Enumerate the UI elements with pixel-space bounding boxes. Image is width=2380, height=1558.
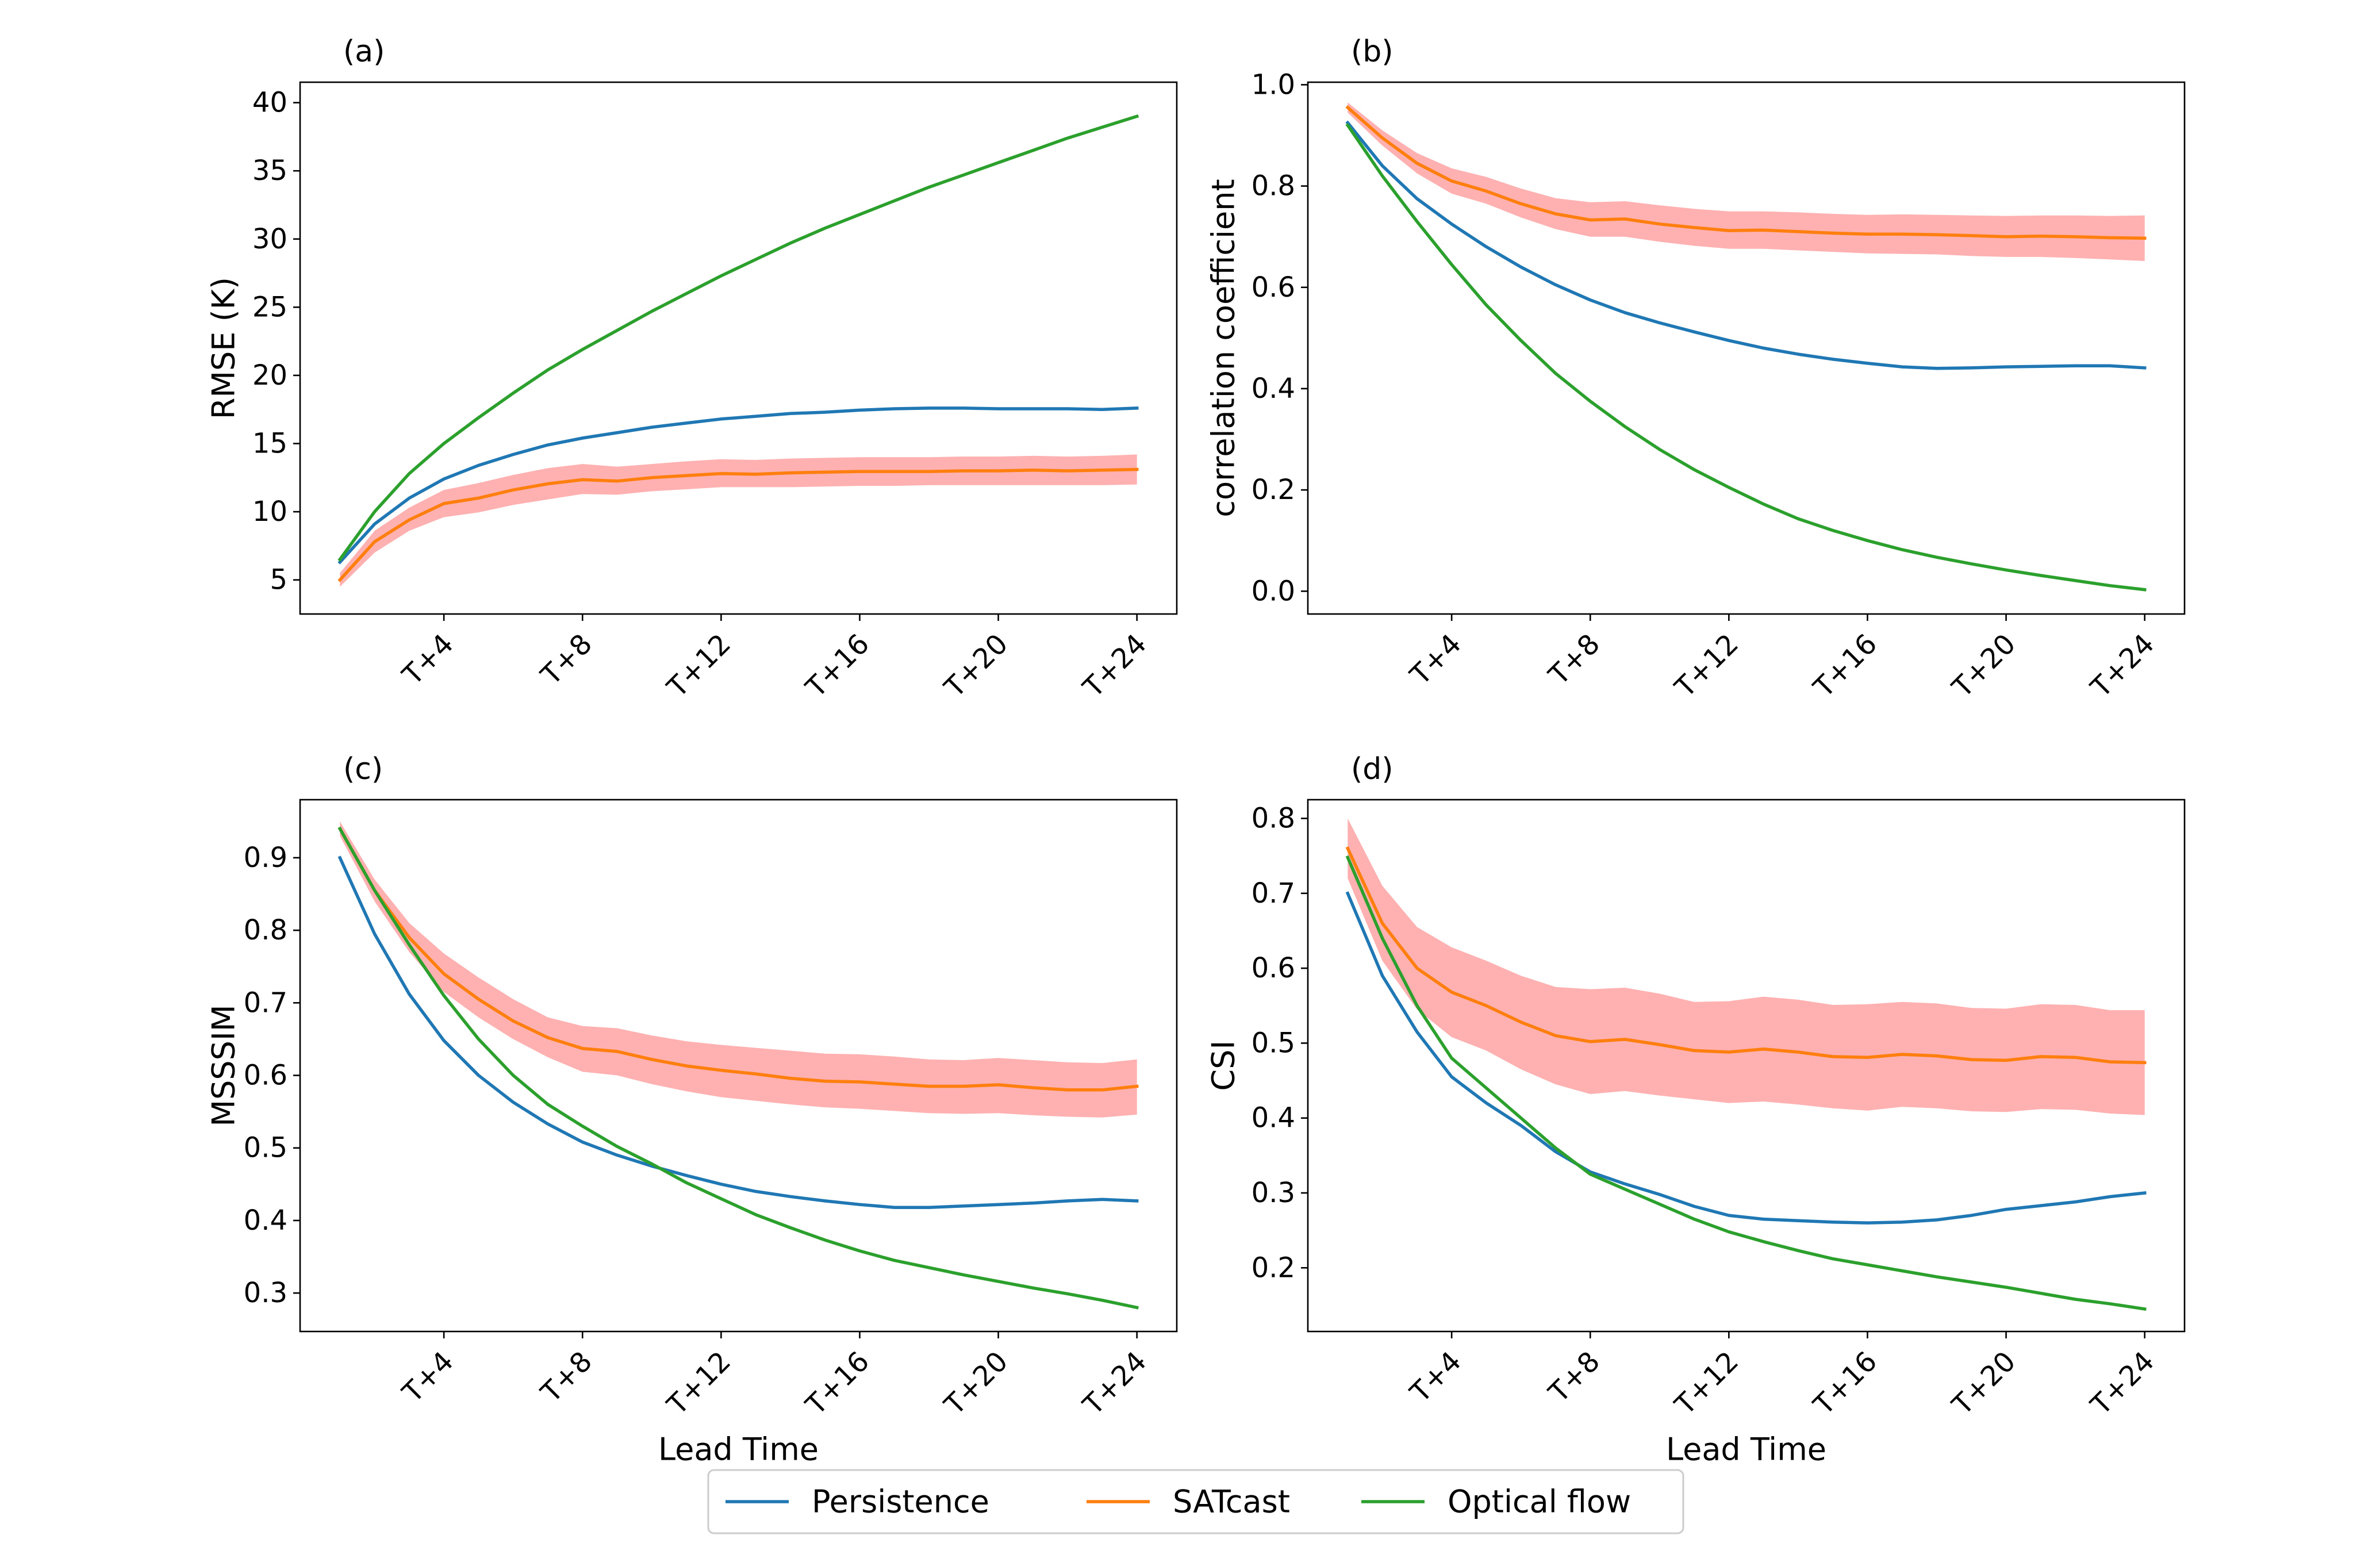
x-tick-label: T+12: [661, 1345, 737, 1422]
x-axis-label: Lead Time: [658, 1432, 819, 1468]
series-line-optical_flow: [337, 826, 1139, 1310]
series-line-satcast: [337, 467, 1139, 582]
x-tick-label: T+16: [799, 1345, 876, 1422]
x-tick-label: T+12: [661, 628, 737, 704]
y-tick-label: 0.8: [1252, 803, 1295, 835]
x-tick-label: T+8: [535, 1345, 598, 1409]
series-line-optical_flow: [1345, 123, 2147, 592]
x-tick-label: T+12: [1668, 628, 1745, 704]
legend-label-satcast: SATcast: [1173, 1484, 1290, 1520]
y-tick-label: 0.5: [244, 1132, 287, 1164]
y-tick-label: 20: [252, 359, 287, 392]
legend-label-optical_flow: Optical flow: [1448, 1484, 1631, 1520]
plot-frame: [1307, 81, 2186, 615]
y-tick-label: 0.3: [1252, 1177, 1295, 1209]
plot-frame: [299, 799, 1178, 1333]
x-tick-label: T+16: [1807, 1345, 1883, 1422]
series-line-optical_flow: [1345, 855, 2147, 1311]
y-axis-label: correlation coefficient: [1206, 179, 1242, 517]
x-tick-label: T+8: [1542, 628, 1606, 692]
x-tick-label: T+12: [1668, 1345, 1745, 1422]
series-line-persistence: [337, 855, 1139, 1209]
panel-a: T+4 T+8 T+12 T+16 T+20 T+24 5 10 15 20 25 30 35 40 (a)…: [206, 34, 1178, 704]
y-tick-label: 0.8: [244, 914, 287, 946]
uncertainty-band-satcast: [340, 454, 1137, 587]
y-tick-label: 0.4: [244, 1204, 287, 1237]
x-tick-label: T+20: [938, 1345, 1015, 1422]
x-tick-label: T+16: [1807, 628, 1883, 704]
y-tick-label: 0.5: [1252, 1027, 1295, 1059]
y-tick-label: 0.0: [1252, 575, 1295, 607]
uncertainty-band-satcast: [340, 821, 1137, 1118]
x-axis-label: Lead Time: [1666, 1432, 1826, 1468]
uncertainty-band-satcast: [1348, 818, 2145, 1115]
panel-label: (a): [343, 34, 385, 69]
series-line-persistence: [1345, 120, 2147, 370]
y-tick-label: 0.9: [244, 842, 287, 874]
uncertainty-band-satcast: [1348, 102, 2145, 261]
y-tick-label: 0.7: [1252, 877, 1295, 910]
y-tick-label: 5: [270, 564, 287, 596]
plot-frame: [1307, 799, 2186, 1333]
x-tick-label: T+20: [938, 628, 1015, 704]
x-tick-label: T+24: [1077, 1345, 1153, 1422]
x-tick-label: T+8: [1542, 1345, 1606, 1409]
y-tick-label: 0.3: [244, 1277, 287, 1309]
y-tick-label: 0.4: [1252, 1102, 1295, 1134]
x-tick-label: T+4: [1404, 628, 1468, 692]
y-tick-label: 0.7: [244, 987, 287, 1019]
x-tick-label: T+24: [2085, 1345, 2161, 1422]
y-axis-label: RMSE (K): [206, 277, 242, 419]
y-tick-label: 40: [252, 87, 287, 119]
legend: Persistence SATcast Optical flow: [707, 1469, 1684, 1534]
y-tick-label: 30: [252, 223, 287, 255]
series-line-persistence: [1345, 891, 2147, 1225]
y-tick-label: 35: [252, 155, 287, 187]
y-tick-label: 0.2: [1252, 1252, 1295, 1284]
panel-b: T+4 T+8 T+12 T+16 T+20 T+24 0.0 0.2 0.4 0.6 0.8 1.0…: [1206, 34, 2186, 704]
legend-box: [707, 1469, 1684, 1534]
panel-label: (b): [1351, 34, 1394, 69]
y-tick-label: 1.0: [1252, 68, 1295, 101]
y-tick-label: 0.6: [1252, 271, 1295, 304]
series-line-satcast: [337, 826, 1139, 1092]
x-tick-label: T+20: [1946, 1345, 2022, 1422]
x-tick-label: T+4: [1404, 1345, 1468, 1409]
series-line-optical_flow: [337, 114, 1139, 562]
x-tick-label: T+24: [2085, 628, 2161, 704]
y-tick-label: 15: [252, 428, 287, 460]
panel-d: T+4 T+8 T+12 T+16 T+20 T+24 0.2 0.3 0.4 0.5 0.6 0.7…: [1206, 752, 2186, 1468]
x-tick-label: T+4: [396, 628, 460, 692]
x-tick-label: T+24: [1077, 628, 1153, 704]
x-tick-label: T+20: [1946, 628, 2022, 704]
y-axis-label: MSSSIM: [206, 1005, 242, 1127]
series-line-persistence: [337, 406, 1139, 565]
x-tick-label: T+8: [535, 628, 598, 692]
x-tick-label: T+16: [799, 628, 876, 704]
y-axis-label: CSI: [1206, 1041, 1242, 1091]
y-tick-label: 10: [252, 496, 287, 528]
y-tick-label: 0.2: [1252, 474, 1295, 506]
y-tick-label: 0.6: [1252, 952, 1295, 984]
plot-frame: [299, 81, 1178, 615]
series-line-satcast: [1345, 105, 2147, 240]
y-tick-label: 0.4: [1252, 373, 1295, 405]
panel-c: T+4 T+8 T+12 T+16 T+20 T+24 0.3 0.4 0.5 0.6 0.7 0.8…: [206, 752, 1178, 1468]
y-tick-label: 25: [252, 291, 287, 323]
panel-label: (c): [343, 752, 383, 786]
y-tick-label: 0.6: [244, 1060, 287, 1092]
legend-label-persistence: Persistence: [812, 1484, 989, 1520]
y-tick-label: 0.8: [1252, 170, 1295, 202]
series-line-satcast: [1345, 846, 2147, 1065]
panel-label: (d): [1351, 752, 1394, 786]
x-tick-label: T+4: [396, 1345, 460, 1409]
